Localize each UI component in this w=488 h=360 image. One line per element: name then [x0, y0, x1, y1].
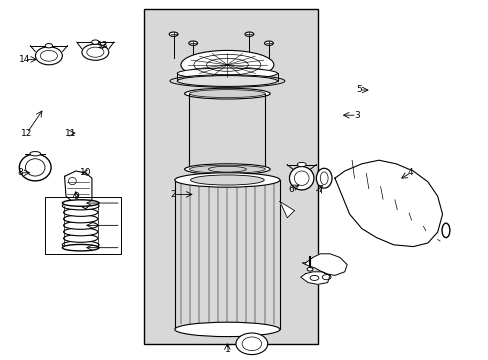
Ellipse shape: [62, 244, 99, 251]
Ellipse shape: [236, 333, 267, 355]
Polygon shape: [64, 171, 92, 209]
Text: 8: 8: [18, 168, 23, 177]
Ellipse shape: [36, 47, 62, 65]
Ellipse shape: [297, 162, 305, 167]
Ellipse shape: [188, 41, 197, 45]
Text: 5: 5: [356, 85, 362, 94]
Ellipse shape: [62, 202, 99, 210]
Ellipse shape: [65, 175, 79, 187]
Ellipse shape: [244, 32, 253, 36]
Ellipse shape: [181, 50, 273, 79]
Bar: [45, 197, 121, 254]
Polygon shape: [279, 202, 294, 218]
Ellipse shape: [184, 88, 270, 99]
Ellipse shape: [190, 175, 264, 185]
Ellipse shape: [63, 234, 98, 242]
Ellipse shape: [19, 154, 51, 181]
Ellipse shape: [92, 40, 99, 44]
Text: 1: 1: [224, 346, 230, 354]
Text: 2: 2: [170, 190, 176, 199]
Ellipse shape: [264, 41, 273, 45]
Ellipse shape: [169, 32, 178, 36]
Text: 3: 3: [353, 111, 359, 120]
Ellipse shape: [175, 322, 279, 337]
Text: 7: 7: [317, 184, 323, 194]
Ellipse shape: [175, 173, 279, 187]
Ellipse shape: [177, 76, 277, 86]
Ellipse shape: [306, 267, 312, 271]
Text: 9: 9: [73, 192, 79, 201]
Polygon shape: [334, 160, 442, 247]
Ellipse shape: [189, 165, 264, 173]
Text: 13: 13: [97, 40, 108, 49]
Ellipse shape: [184, 164, 270, 175]
Text: 14: 14: [19, 55, 30, 64]
Ellipse shape: [62, 200, 99, 206]
Ellipse shape: [177, 68, 277, 79]
Ellipse shape: [82, 44, 108, 60]
Ellipse shape: [63, 208, 98, 216]
Ellipse shape: [289, 166, 313, 190]
Ellipse shape: [45, 44, 53, 48]
Text: 12: 12: [21, 129, 33, 138]
Ellipse shape: [63, 221, 98, 229]
Text: 11: 11: [65, 129, 77, 138]
Text: 6: 6: [287, 184, 293, 194]
Ellipse shape: [63, 215, 98, 223]
Bar: [144, 9, 317, 344]
Ellipse shape: [30, 152, 41, 156]
Polygon shape: [302, 254, 346, 275]
Ellipse shape: [63, 228, 98, 236]
Ellipse shape: [189, 90, 264, 98]
Ellipse shape: [441, 223, 449, 238]
Text: 10: 10: [80, 168, 91, 177]
Polygon shape: [300, 272, 329, 284]
Text: 4: 4: [407, 168, 413, 177]
Ellipse shape: [62, 241, 99, 249]
Ellipse shape: [316, 168, 331, 188]
